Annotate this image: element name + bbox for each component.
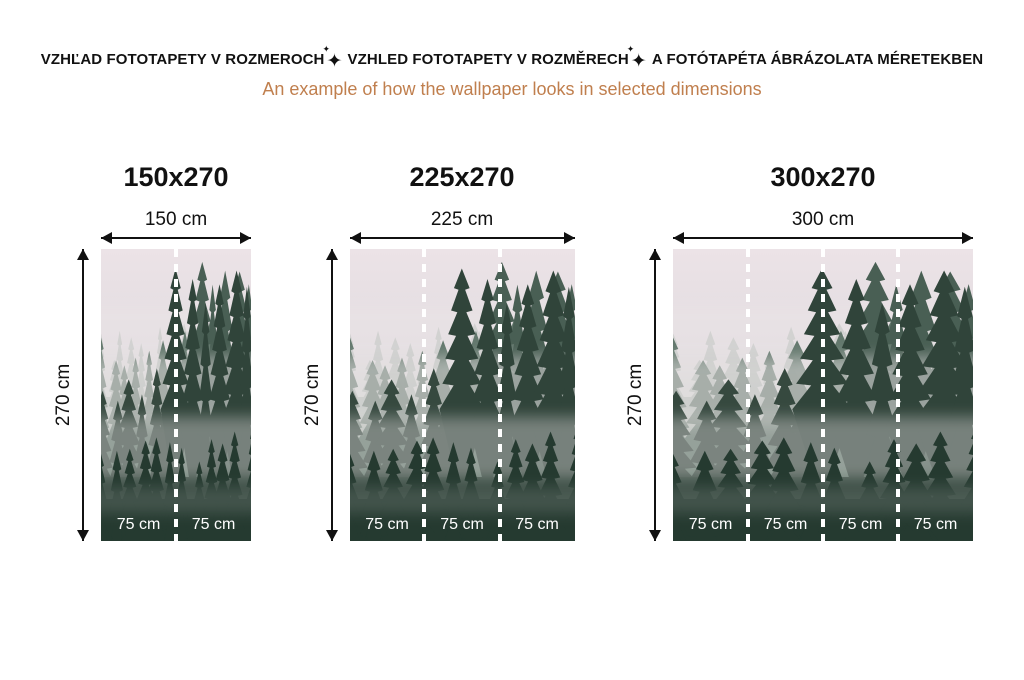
size-panel-150x270: 150x270 150 cm 270 cm 75 cm 75 cm	[51, 164, 251, 541]
title-segment-czech: VZHLED FOTOTAPETY V ROZMĚRECH	[347, 51, 629, 68]
vertical-measure-arrow	[325, 248, 338, 541]
page-title: VZHĽAD FOTOTAPETY V ROZMEROCH ✦ ✦ VZHLED FO…	[0, 44, 1024, 72]
forest-image	[349, 248, 575, 541]
panel-divider-dashed	[746, 248, 750, 541]
segment-width-label: 75 cm	[838, 515, 883, 533]
panel-divider-dashed	[422, 248, 427, 541]
sparkle-icon: ✦ ✦	[322, 44, 343, 72]
title-segment-slovak: VZHĽAD FOTOTAPETY V ROZMEROCH	[40, 51, 325, 68]
wallpaper-photo: 75 cm 75 cm	[101, 248, 251, 541]
segment-width-label: 75 cm	[688, 515, 733, 533]
height-dimension-label: 270 cm	[625, 363, 646, 427]
segment-width-label: 75 cm	[191, 515, 236, 533]
vertical-measure-arrow	[649, 248, 661, 541]
panel-title: 300x270	[770, 162, 876, 192]
segment-labels: 75 cm 75 cm	[101, 516, 251, 534]
size-panels: 150x270 150 cm 270 cm 75 cm 75 cm	[0, 164, 1024, 541]
title-segment-hungarian: A FOTÓTAPÉTA ÁBRÁZOLATA MÉRETEKBEN	[651, 51, 984, 68]
horizontal-measure-arrow	[349, 231, 575, 244]
segment-width-label: 75 cm	[515, 515, 559, 533]
panel-title: 150x270	[123, 162, 229, 192]
sparkle-mini-icon: ✦	[322, 44, 331, 54]
panel-divider-dashed	[497, 248, 502, 541]
height-dimension-label: 270 cm	[53, 363, 74, 427]
sparkle-icon: ✦ ✦	[626, 44, 647, 72]
height-dimension-label: 270 cm	[301, 363, 323, 427]
horizontal-measure-arrow	[673, 231, 973, 244]
panel-divider-dashed	[174, 248, 178, 541]
size-panel-225x270: 225x270 225 cm 270 cm 75 cm 75 cm 75 cm	[300, 164, 575, 541]
segment-width-label: 75 cm	[440, 515, 484, 533]
page-subtitle: An example of how the wallpaper looks in…	[262, 79, 762, 99]
width-dimension-label: 300 cm	[791, 209, 855, 230]
segment-labels: 75 cm 75 cm 75 cm 75 cm	[673, 516, 973, 534]
segment-width-label: 75 cm	[365, 515, 409, 533]
segment-width-label: 75 cm	[116, 515, 161, 533]
wallpaper-photo: 75 cm 75 cm 75 cm 75 cm	[673, 248, 973, 541]
vertical-measure-arrow	[77, 248, 89, 541]
width-dimension-label: 150 cm	[144, 209, 208, 230]
guide-header: VZHĽAD FOTOTAPETY V ROZMEROCH ✦ ✦ VZHLED FO…	[0, 0, 1024, 100]
wallpaper-photo: 75 cm 75 cm 75 cm	[349, 248, 575, 541]
size-panel-300x270: 300x270 300 cm 270 cm 75 cm 75 cm 75 cm	[623, 164, 973, 541]
width-dimension-label: 225 cm	[430, 209, 494, 230]
horizontal-measure-arrow	[101, 231, 251, 244]
segment-width-label: 75 cm	[913, 515, 958, 533]
panel-divider-dashed	[821, 248, 825, 541]
wallpaper-size-guide: VZHĽAD FOTOTAPETY V ROZMEROCH ✦ ✦ VZHLED FO…	[0, 0, 1024, 541]
sparkle-mini-icon: ✦	[626, 44, 635, 54]
panel-divider-dashed	[896, 248, 900, 541]
segment-width-label: 75 cm	[763, 515, 808, 533]
segment-labels: 75 cm 75 cm 75 cm	[350, 516, 575, 534]
panel-title: 225x270	[409, 162, 515, 192]
